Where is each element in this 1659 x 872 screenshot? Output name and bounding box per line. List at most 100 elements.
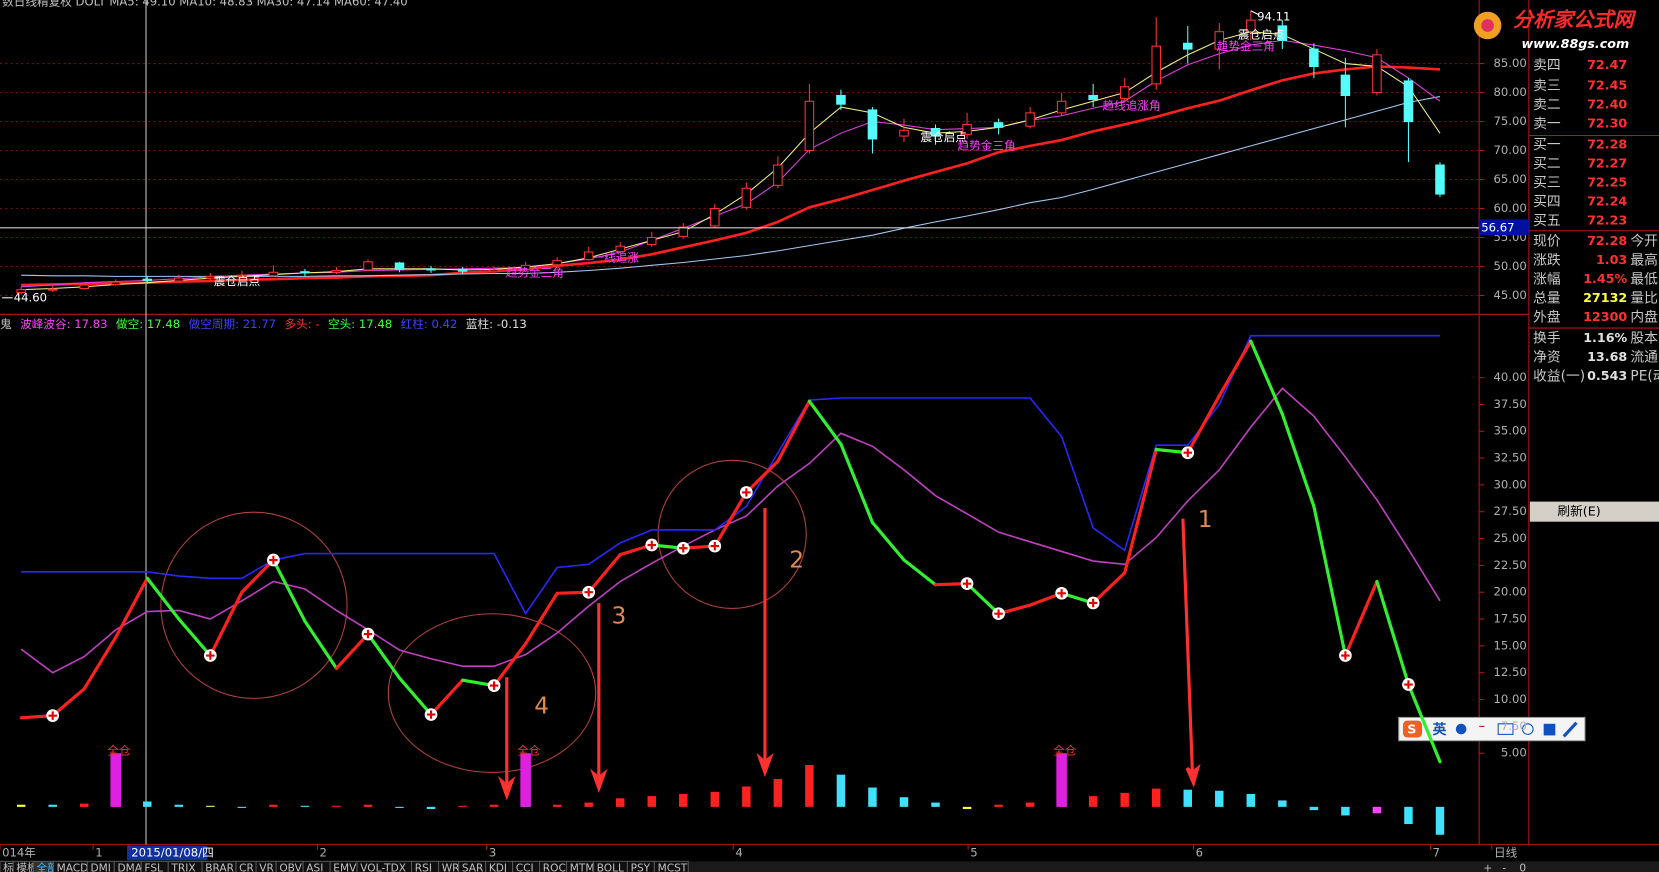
tab-label[interactable]: TRIX bbox=[170, 863, 195, 872]
tab-label[interactable]: CCI bbox=[516, 863, 534, 872]
tab-label[interactable]: BOLL bbox=[597, 863, 624, 872]
tab-label[interactable]: ROC bbox=[543, 863, 566, 872]
tab-label[interactable]: EMV bbox=[333, 863, 357, 872]
tab-label[interactable]: FSL bbox=[144, 863, 163, 872]
stat-label: 涨幅 bbox=[1533, 271, 1561, 287]
nav-button[interactable]: 0 bbox=[1519, 863, 1526, 872]
marker-plus bbox=[426, 710, 436, 719]
histogram-bar bbox=[48, 804, 57, 807]
histogram-bar bbox=[143, 801, 152, 807]
book-price: 72.30 bbox=[1587, 115, 1627, 130]
candle-body bbox=[110, 281, 121, 285]
ime-mode[interactable]: 英 bbox=[1432, 721, 1447, 738]
main-line-segment bbox=[492, 642, 528, 688]
tab-label[interactable]: DMA bbox=[117, 863, 142, 872]
y-tick-label: 12.50 bbox=[1493, 665, 1526, 679]
tab-label[interactable]: WR bbox=[442, 863, 460, 872]
refresh-button[interactable] bbox=[1529, 501, 1659, 522]
ime-icon[interactable] bbox=[1455, 723, 1467, 735]
main-line-segment bbox=[965, 582, 1001, 616]
tab-label[interactable]: DMI bbox=[90, 863, 110, 872]
main-line-segment bbox=[208, 590, 244, 658]
candle-body bbox=[1025, 112, 1035, 127]
legend-item: 鬼 bbox=[0, 316, 12, 330]
tab-label[interactable]: 全部 bbox=[37, 862, 59, 872]
tab-label[interactable]: ASI bbox=[306, 863, 323, 872]
signal-bar-label: 全仓 bbox=[107, 744, 131, 758]
tab-label[interactable]: OBV bbox=[279, 863, 302, 872]
ime-icon[interactable] bbox=[1562, 721, 1578, 738]
candle-body bbox=[867, 109, 878, 140]
main-line-segment bbox=[870, 520, 906, 562]
tab-label[interactable]: SAR bbox=[462, 863, 484, 872]
marker-plus bbox=[679, 543, 688, 553]
book-label: 买五 bbox=[1533, 213, 1561, 229]
legend-item: 空头: 17.48 bbox=[328, 316, 392, 330]
candle-body bbox=[1435, 164, 1445, 195]
candle-body bbox=[142, 278, 153, 281]
tab-label[interactable]: MTM bbox=[570, 863, 595, 872]
stat-label: 现价 bbox=[1533, 233, 1561, 249]
nav-button[interactable]: - bbox=[1502, 863, 1506, 872]
tab-label[interactable]: PSY bbox=[631, 863, 651, 872]
book-price: 72.45 bbox=[1587, 77, 1627, 92]
ime-icon[interactable] bbox=[1497, 723, 1514, 735]
y-tick-label: 17.50 bbox=[1493, 612, 1526, 626]
tab-bar bbox=[0, 861, 1659, 872]
tab-label[interactable]: VR bbox=[259, 863, 274, 872]
tab-label[interactable]: VOL-TDX bbox=[360, 863, 406, 872]
tab-label[interactable]: MCST bbox=[658, 863, 688, 872]
y-tick-label: 70.00 bbox=[1493, 143, 1526, 157]
date-label: 2015/01/08/四 bbox=[131, 845, 214, 859]
date-label: 6 bbox=[1196, 845, 1203, 859]
y-tick-label: 85.00 bbox=[1493, 56, 1526, 70]
candle-body bbox=[300, 271, 310, 274]
buy-marker bbox=[1402, 678, 1415, 691]
candle-body bbox=[646, 236, 657, 245]
tab-label[interactable]: RSI bbox=[415, 863, 432, 872]
y-tick-label: 15.00 bbox=[1493, 638, 1526, 652]
stat-value: 1.16% bbox=[1583, 330, 1627, 345]
stat-label: 外盘 bbox=[1533, 308, 1561, 325]
date-highlight bbox=[126, 845, 208, 861]
marker-plus bbox=[1057, 589, 1066, 598]
tab-label[interactable]: 标 bbox=[3, 863, 14, 872]
refresh-label[interactable]: 刷新(E) bbox=[1557, 504, 1600, 519]
book-label: 买三 bbox=[1533, 175, 1561, 191]
legend-item: 多头: - bbox=[284, 316, 319, 330]
stat-value: 0.543 bbox=[1587, 368, 1627, 383]
legend-item: 做空周期: 21.77 bbox=[189, 316, 276, 330]
buy-marker bbox=[1055, 586, 1068, 600]
ime-icon[interactable] bbox=[1521, 723, 1534, 735]
tab-label[interactable]: MACD bbox=[57, 863, 89, 872]
main-line-segment bbox=[1312, 504, 1347, 658]
main-line-segment bbox=[366, 632, 402, 680]
main-line-segment bbox=[524, 591, 559, 646]
legend-item: 波峰波谷: 17.83 bbox=[20, 316, 107, 330]
y-tick-label: 45.00 bbox=[1493, 288, 1526, 302]
histogram-bar bbox=[489, 804, 499, 807]
main-line-segment bbox=[240, 558, 275, 594]
book-label: 买四 bbox=[1533, 194, 1561, 210]
tab-label[interactable]: 模板 bbox=[16, 862, 38, 872]
histogram-bar bbox=[332, 805, 341, 807]
candle-body bbox=[1088, 94, 1098, 101]
candle-body bbox=[583, 251, 594, 261]
tab-label[interactable]: CR bbox=[239, 863, 254, 872]
tab-label[interactable]: BRAR bbox=[205, 863, 234, 872]
tab-label[interactable]: KDJ bbox=[489, 863, 507, 872]
buy-marker bbox=[708, 539, 722, 553]
histogram-bar bbox=[868, 787, 877, 807]
ime-icon[interactable] bbox=[1543, 723, 1556, 736]
candle-body bbox=[268, 271, 279, 277]
book-label: 卖二 bbox=[1533, 97, 1561, 113]
marker-plus bbox=[1088, 598, 1098, 608]
nav-button[interactable]: + bbox=[1483, 863, 1492, 872]
candle-body bbox=[1372, 54, 1382, 94]
book-label: 卖一 bbox=[1533, 116, 1561, 132]
candle-body bbox=[363, 261, 373, 271]
tab[interactable] bbox=[653, 860, 689, 872]
legend-item: 蓝柱: -0.13 bbox=[466, 316, 527, 330]
